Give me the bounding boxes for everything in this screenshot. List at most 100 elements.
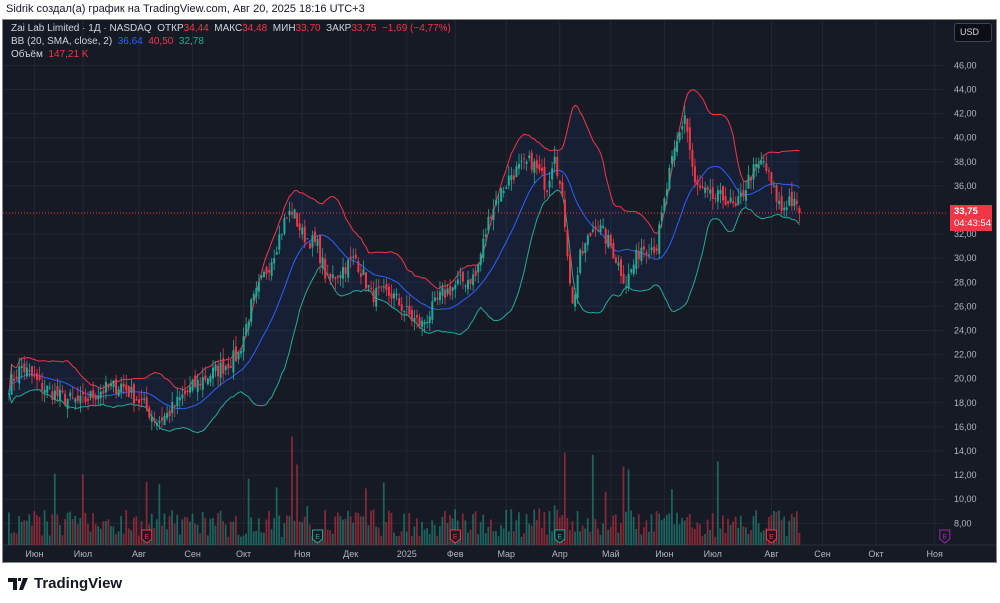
candle-body [571,287,574,304]
currency-button[interactable]: USD [954,23,992,42]
volume-bar [497,536,500,545]
candle-body [760,160,763,165]
volume-bar [66,512,69,545]
volume-bar [655,511,658,545]
volume-bar [780,519,783,545]
volume-bar [92,513,94,545]
candle-body [206,378,209,385]
bb-label[interactable]: BB (20, SMA, close, 2) [11,36,113,47]
candle-body [212,367,214,379]
high-value: 34,48 [242,23,268,34]
y-tick-label: 24,00 [954,326,977,336]
volume-bar [107,519,110,545]
y-tick-label: 44,00 [954,85,977,95]
volume-bar [186,517,189,545]
candle-body [247,322,250,329]
candle-body [298,223,301,231]
volume-bar [257,517,260,545]
volume-bar [61,535,64,545]
volume-bar [342,519,344,545]
candle-body [214,364,217,371]
y-tick-label: 16,00 [954,422,977,432]
volume-bar [48,535,51,545]
candle-body [497,201,500,203]
candle-body [709,189,712,194]
candle-body [688,127,691,150]
volume-bar [714,536,717,545]
candle-body [122,383,125,387]
volume-bar [94,524,97,545]
volume-bar [214,525,217,545]
x-tick-label: 2025 [397,549,417,559]
candle-body [734,203,737,206]
volume-label[interactable]: Объём [11,49,43,60]
volume-bar [255,530,258,545]
candle-body [579,249,582,273]
candle-body [125,384,128,391]
volume-bar [71,519,74,545]
candle-body [617,262,620,266]
candle-body [484,234,487,237]
candle-body [469,278,472,284]
volume-bar [441,516,444,545]
tradingview-logo[interactable]: TradingView [8,575,122,592]
candle-body [97,395,100,400]
x-tick-label: Май [602,549,620,559]
x-tick-label: Июн [655,549,673,559]
candle-body [556,156,559,177]
candle-body [84,396,87,402]
volume-bar [482,514,485,545]
volume-bar [589,531,592,545]
chart-panel[interactable]: 46,00 44,00 42,00 40,00 38,00 36,00 32,00 30,00… [2,19,997,563]
y-tick-label: 42,00 [954,109,977,119]
candle-body [18,366,21,384]
volume-bar [8,512,10,545]
volume-bar [347,510,349,545]
candle-body [138,399,141,404]
candle-body [385,284,388,290]
volume-bar [196,524,199,545]
candle-body [148,407,151,418]
candle-body [609,235,612,247]
close-value: 33,75 [351,23,377,34]
candle-body [627,273,630,288]
candle-body [716,190,719,202]
candle-body [232,350,235,373]
earnings-icon [554,529,566,544]
last-price: 33,75 [954,206,978,217]
candle-body [8,393,10,395]
candle-body [561,182,564,197]
volume-bar [528,523,530,545]
candle-body [245,324,248,336]
volume-bar [38,516,41,545]
volume-bar [227,536,230,545]
candle-body [229,365,232,368]
volume-bar [329,530,332,545]
volume-bar [642,527,645,545]
legend-ohlc-row: Zai Lab Limited · 1Д · NASDAQ ОТКР34,44 … [11,22,451,35]
candle-body [495,200,498,205]
volume-bar [507,531,510,545]
volume-bar [673,524,676,545]
x-tick-label: Апр [552,549,568,559]
volume-bar [324,510,326,545]
volume-bar [762,530,765,545]
candle-body [403,311,406,313]
volume-bar [502,528,505,545]
candle-body [770,172,773,185]
volume-bar [171,510,173,545]
candle-body [15,376,18,379]
candle-body [576,275,579,298]
price-chart[interactable]: 46,00 44,00 42,00 40,00 38,00 36,00 32,00 30,00… [3,20,996,562]
volume-bar [551,531,553,545]
candle-body [586,235,589,245]
candle-body [459,274,462,276]
volume-bar [484,533,487,545]
symbol-title[interactable]: Zai Lab Limited · 1Д · NASDAQ [11,23,152,34]
volume-bar [525,514,528,545]
volume-bar [454,509,457,545]
volume-bar [398,535,400,545]
candle-body [112,380,115,388]
candle-body [257,281,260,292]
candle-body [413,317,416,321]
